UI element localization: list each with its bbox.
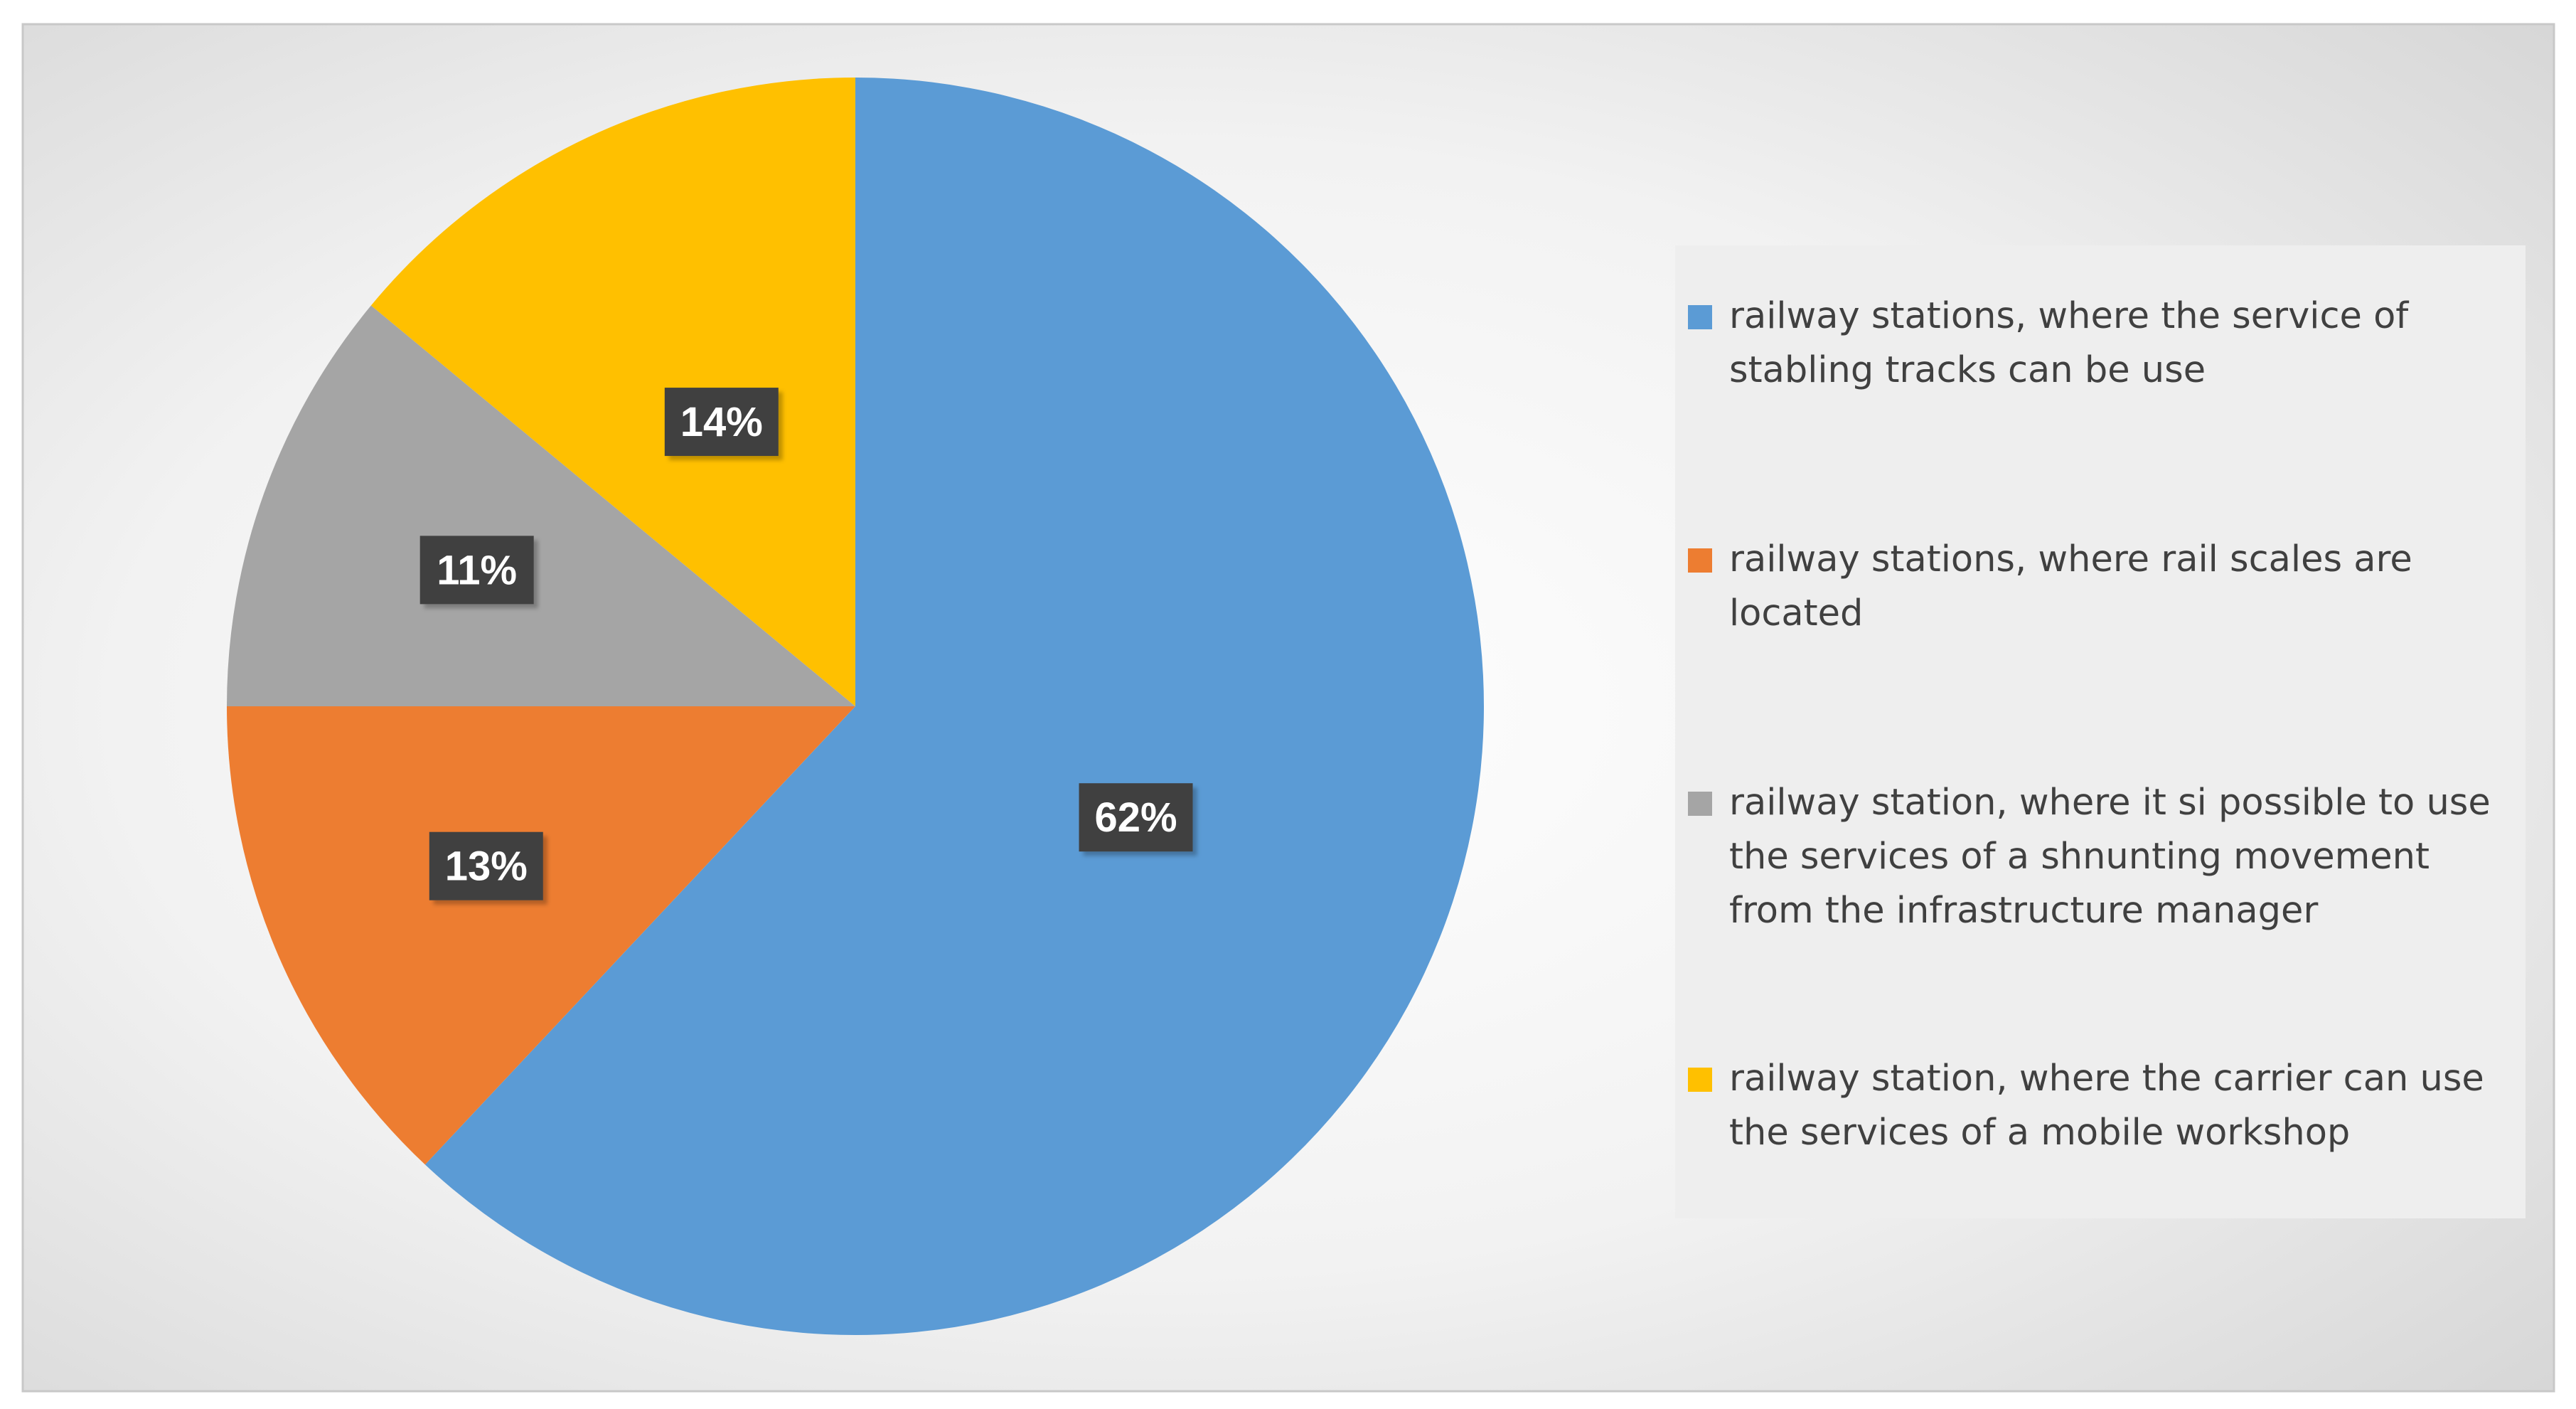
legend-entry-1: railway stations, where the service of s… xyxy=(1688,289,2517,398)
legend-swatch xyxy=(1688,548,1712,573)
legend-label: railway station, where the carrier can u… xyxy=(1729,1058,2484,1154)
data-label-1: 62% xyxy=(1079,783,1193,852)
pie-slice-4 xyxy=(370,78,855,706)
legend-label: railway stations, where rail scales are … xyxy=(1729,538,2412,634)
pie-slice-1 xyxy=(424,78,1484,1335)
legend-swatch xyxy=(1688,1068,1712,1092)
legend-entry-4: railway station, where the carrier can u… xyxy=(1688,1052,2517,1160)
legend-entry-3: railway station, where it si possible to… xyxy=(1688,776,2517,938)
legend: railway stations, where the service of s… xyxy=(1675,245,2526,1218)
data-label-3: 11% xyxy=(419,536,534,605)
legend-label: railway stations, where the service of s… xyxy=(1729,295,2409,391)
pie-slice-3 xyxy=(227,305,855,706)
pie-slices xyxy=(227,78,1484,1335)
legend-entry-2: railway stations, where rail scales are … xyxy=(1688,533,2517,641)
data-label-2: 13% xyxy=(429,831,543,900)
pie-data-labels: 62% 13% 11% 14% xyxy=(419,388,1193,900)
pie-slice-2 xyxy=(227,706,855,1165)
legend-swatch xyxy=(1688,792,1712,816)
data-label-text: 11% xyxy=(437,547,517,593)
data-label-text: 13% xyxy=(445,844,528,890)
legend-swatch xyxy=(1688,305,1712,329)
data-label-text: 62% xyxy=(1094,794,1177,841)
data-label-box xyxy=(664,388,779,457)
data-label-text: 14% xyxy=(680,399,763,445)
data-label-box xyxy=(429,831,543,900)
data-label-box xyxy=(1079,783,1193,852)
data-label-box xyxy=(419,536,534,605)
data-label-4: 14% xyxy=(664,388,779,457)
legend-label: railway station, where it si possible to… xyxy=(1729,782,2491,932)
